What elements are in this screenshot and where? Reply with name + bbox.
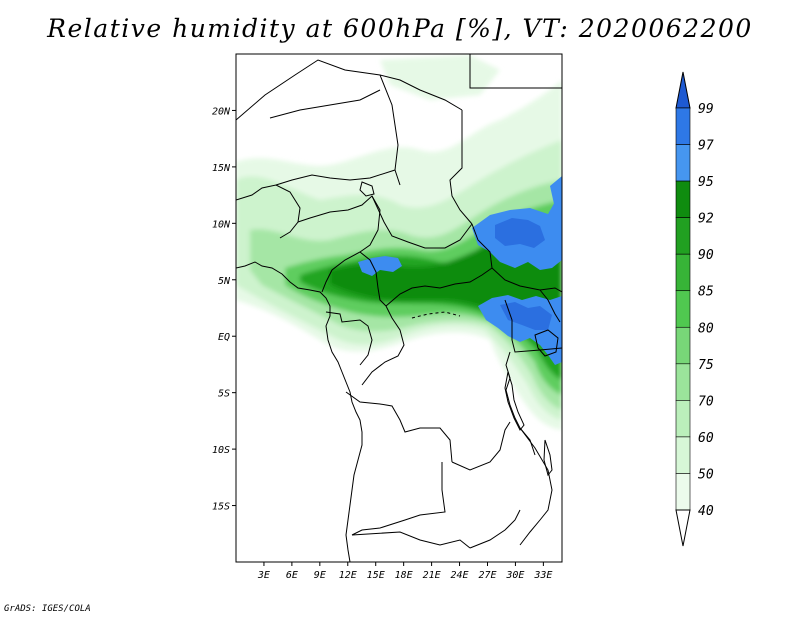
colorbar-swatch [675,290,691,328]
colorbar-swatch [675,180,691,218]
blue-patch-ne [550,176,562,204]
border-zimbabwe [469,509,521,549]
colorbar-swatch [675,326,691,365]
colorbar-label: 85 [698,285,714,300]
lon-tick-label: 24E [451,570,469,581]
latitude-axis: 20N 15N 10N 5N EQ 5S 10S 15S [212,106,236,513]
colorbar-swatch [675,400,691,438]
colorbar: 99 97 95 92 90 85 80 75 70 60 50 40 [675,71,714,547]
lon-tick-label: 9E [314,570,326,581]
colorbar-bottom-arrow [675,509,691,547]
colorbar-label: 60 [698,431,714,446]
border-mozambique [519,427,553,546]
lon-tick-label: 18E [395,570,413,581]
colorbar-swatch [675,217,691,255]
colorbar-label: 50 [698,467,714,482]
humidity-region-97 [495,218,552,330]
lon-tick-label: 3E [257,570,270,581]
colorbar-swatch [675,436,691,474]
colorbar-swatch [675,253,691,292]
colorbar-top-arrow [675,71,691,109]
lon-tick-label: 33E [533,570,552,581]
lake-chad [359,181,375,197]
colorbar-label: 92 [698,212,714,227]
lon-tick-label: 30E [505,570,524,581]
country-borders [236,54,562,562]
coastline-west [236,261,363,562]
border-south-sudan [471,223,562,293]
lon-tick-label: 6E [286,570,298,581]
border-congo-drc [361,305,405,386]
border-niger-chad [275,169,396,186]
colorbar-swatch [675,363,691,401]
lon-tick-label: 27E [478,570,496,581]
lat-tick-label: 20N [212,106,231,117]
longitude-axis: 3E 6E 9E 12E 15E 18E 21E 24E 27E 30E 33E [257,562,552,581]
border-uganda-tanzania [504,299,562,353]
lake-malawi [543,439,553,477]
border-burkina [236,184,301,239]
lon-tick-label: 21E [423,570,441,581]
colorbar-label: 99 [698,102,714,117]
border-egypt-libya [469,54,562,89]
colorbar-label: 40 [698,504,714,519]
border-namibia [351,531,471,549]
border-mali-niger [269,89,381,119]
border-angola-zambia [351,462,446,536]
border-car-congo [385,267,493,307]
grads-credit: GrADS: IGES/COLA [4,604,91,614]
lat-tick-label: 15N [212,163,231,174]
lat-tick-label: 10N [212,219,231,230]
lake-tanganyika [504,371,525,431]
lat-tick-label: 15S [212,502,230,513]
border-cameroon [359,251,387,307]
border-drc-angola [345,391,453,463]
colorbar-swatch [675,473,691,511]
colorbar-label: 80 [698,321,714,336]
lat-tick-label: EQ [218,332,230,343]
colorbar-label: 75 [698,358,714,373]
border-nigeria [297,195,381,293]
border-east-africa [539,289,561,323]
border-egypt-sudan [449,110,473,225]
border-algeria [236,59,463,121]
humidity-region-40-north [380,55,500,100]
colorbar-label: 90 [698,248,714,263]
lat-tick-label: 5N [218,276,231,287]
blue-patch-cameroon [358,256,402,276]
lat-tick-label: 10S [212,445,230,456]
blue-core-congo [500,302,552,330]
colorbar-swatch [675,107,691,145]
colorbar-label: 70 [698,394,714,409]
lake-victoria [534,329,559,357]
lat-tick-label: 5S [218,389,230,400]
border-zambia [451,421,511,471]
border-libya-chad [379,74,401,186]
colorbar-label: 97 [698,139,714,154]
lon-tick-label: 12E [339,570,357,581]
lon-tick-label: 15E [367,570,385,581]
border-rift-lakes [505,351,536,456]
map-title: Relative humidity at 600hPa [%], VT: 202… [47,14,753,43]
colorbar-label: 95 [698,175,714,190]
map-frame [235,53,563,563]
colorbar-swatch [675,144,691,182]
humidity-field [236,55,562,430]
river-congo [411,311,461,319]
border-chad-car [371,195,473,249]
blue-core-sudan [495,218,545,248]
border-gabon [325,311,373,366]
